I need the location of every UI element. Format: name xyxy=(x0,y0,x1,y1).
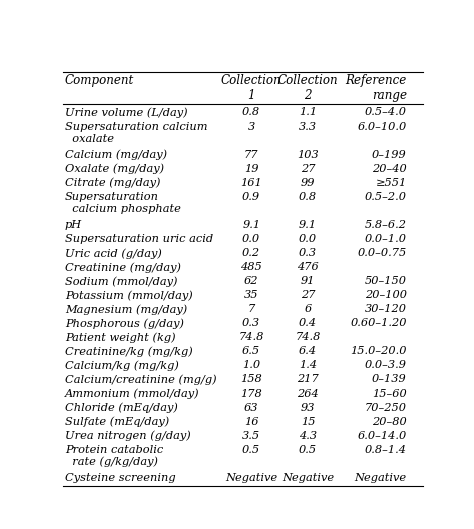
Text: Reference
range: Reference range xyxy=(346,74,407,102)
Text: Cysteine screening: Cysteine screening xyxy=(65,473,175,483)
Text: 35: 35 xyxy=(244,290,258,300)
Text: Collection
1: Collection 1 xyxy=(221,74,282,102)
Text: 6.5: 6.5 xyxy=(242,346,260,357)
Text: Patient weight (kg): Patient weight (kg) xyxy=(65,332,175,343)
Text: Protein catabolic
  rate (g/kg/day): Protein catabolic rate (g/kg/day) xyxy=(65,445,163,468)
Text: Supersaturation calcium
  oxalate: Supersaturation calcium oxalate xyxy=(65,122,207,143)
Text: 476: 476 xyxy=(297,262,319,272)
Text: Creatinine/kg (mg/kg): Creatinine/kg (mg/kg) xyxy=(65,346,192,357)
Text: 99: 99 xyxy=(301,178,315,188)
Text: 4.3: 4.3 xyxy=(299,431,317,441)
Text: Supersaturation uric acid: Supersaturation uric acid xyxy=(65,234,213,244)
Text: 0.5–2.0: 0.5–2.0 xyxy=(365,192,407,202)
Text: 27: 27 xyxy=(301,290,315,300)
Text: 9.1: 9.1 xyxy=(242,220,260,230)
Text: Creatinine (mg/day): Creatinine (mg/day) xyxy=(65,262,181,272)
Text: 5.8–6.2: 5.8–6.2 xyxy=(365,220,407,230)
Text: Calcium/creatinine (mg/g): Calcium/creatinine (mg/g) xyxy=(65,375,217,385)
Text: 0.3: 0.3 xyxy=(242,318,260,329)
Text: 20–80: 20–80 xyxy=(372,417,407,426)
Text: 3.3: 3.3 xyxy=(299,122,317,132)
Text: 19: 19 xyxy=(244,163,258,174)
Text: Oxalate (mg/day): Oxalate (mg/day) xyxy=(65,163,164,174)
Text: 27: 27 xyxy=(301,163,315,174)
Text: 0.3: 0.3 xyxy=(299,248,317,258)
Text: 50–150: 50–150 xyxy=(365,276,407,286)
Text: Negative: Negative xyxy=(225,473,277,483)
Text: 7: 7 xyxy=(247,304,255,314)
Text: 103: 103 xyxy=(297,150,319,160)
Text: Phosphorous (g/day): Phosphorous (g/day) xyxy=(65,318,184,329)
Text: 3: 3 xyxy=(247,122,255,132)
Text: 74.8: 74.8 xyxy=(238,332,264,342)
Text: Potassium (mmol/day): Potassium (mmol/day) xyxy=(65,290,192,300)
Text: 158: 158 xyxy=(240,375,262,385)
Text: Supersaturation
  calcium phosphate: Supersaturation calcium phosphate xyxy=(65,192,181,214)
Text: Uric acid (g/day): Uric acid (g/day) xyxy=(65,248,162,259)
Text: 264: 264 xyxy=(297,388,319,398)
Text: 15–60: 15–60 xyxy=(372,388,407,398)
Text: 485: 485 xyxy=(240,262,262,272)
Text: Urea nitrogen (g/day): Urea nitrogen (g/day) xyxy=(65,431,191,441)
Text: 0.8: 0.8 xyxy=(242,107,260,117)
Text: 0.60–1.20: 0.60–1.20 xyxy=(350,318,407,329)
Text: Sodium (mmol/day): Sodium (mmol/day) xyxy=(65,276,177,287)
Text: 3.5: 3.5 xyxy=(242,431,260,441)
Text: 0.9: 0.9 xyxy=(242,192,260,202)
Text: 0–139: 0–139 xyxy=(372,375,407,385)
Text: 6.0–10.0: 6.0–10.0 xyxy=(357,122,407,132)
Text: 0.2: 0.2 xyxy=(242,248,260,258)
Text: 15.0–20.0: 15.0–20.0 xyxy=(350,346,407,357)
Text: 0.0–1.0: 0.0–1.0 xyxy=(365,234,407,244)
Text: Calcium/kg (mg/kg): Calcium/kg (mg/kg) xyxy=(65,360,179,371)
Text: 0.0: 0.0 xyxy=(299,234,317,244)
Text: 16: 16 xyxy=(244,417,258,426)
Text: 20–100: 20–100 xyxy=(365,290,407,300)
Text: Component: Component xyxy=(65,74,134,87)
Text: 1.4: 1.4 xyxy=(299,360,317,370)
Text: 62: 62 xyxy=(244,276,258,286)
Text: Calcium (mg/day): Calcium (mg/day) xyxy=(65,150,167,160)
Text: Collection
2: Collection 2 xyxy=(278,74,338,102)
Text: 6.0–14.0: 6.0–14.0 xyxy=(357,431,407,441)
Text: 0.0–0.75: 0.0–0.75 xyxy=(357,248,407,258)
Text: 161: 161 xyxy=(240,178,262,188)
Text: 74.8: 74.8 xyxy=(295,332,321,342)
Text: 77: 77 xyxy=(244,150,258,160)
Text: 0.5: 0.5 xyxy=(242,445,260,455)
Text: 0.8: 0.8 xyxy=(299,192,317,202)
Text: Sulfate (mEq/day): Sulfate (mEq/day) xyxy=(65,417,169,427)
Text: Ammonium (mmol/day): Ammonium (mmol/day) xyxy=(65,388,200,399)
Text: pH: pH xyxy=(65,220,82,230)
Text: 217: 217 xyxy=(297,375,319,385)
Text: Citrate (mg/day): Citrate (mg/day) xyxy=(65,178,160,188)
Text: Chloride (mEq/day): Chloride (mEq/day) xyxy=(65,403,178,413)
Text: 30–120: 30–120 xyxy=(365,304,407,314)
Text: 6.4: 6.4 xyxy=(299,346,317,357)
Text: 70–250: 70–250 xyxy=(365,403,407,413)
Text: 0.0–3.9: 0.0–3.9 xyxy=(365,360,407,370)
Text: Urine volume (L/day): Urine volume (L/day) xyxy=(65,107,187,118)
Text: 0–199: 0–199 xyxy=(372,150,407,160)
Text: 0.5–4.0: 0.5–4.0 xyxy=(365,107,407,117)
Text: 20–40: 20–40 xyxy=(372,163,407,174)
Text: 9.1: 9.1 xyxy=(299,220,317,230)
Text: 91: 91 xyxy=(301,276,315,286)
Text: 0.8–1.4: 0.8–1.4 xyxy=(365,445,407,455)
Text: 6: 6 xyxy=(304,304,312,314)
Text: 93: 93 xyxy=(301,403,315,413)
Text: 63: 63 xyxy=(244,403,258,413)
Text: 15: 15 xyxy=(301,417,315,426)
Text: 0.5: 0.5 xyxy=(299,445,317,455)
Text: 178: 178 xyxy=(240,388,262,398)
Text: 1.1: 1.1 xyxy=(299,107,317,117)
Text: Magnesium (mg/day): Magnesium (mg/day) xyxy=(65,304,187,315)
Text: 0.4: 0.4 xyxy=(299,318,317,329)
Text: Negative: Negative xyxy=(355,473,407,483)
Text: Negative: Negative xyxy=(282,473,334,483)
Text: 1.0: 1.0 xyxy=(242,360,260,370)
Text: ≥551: ≥551 xyxy=(375,178,407,188)
Text: 0.0: 0.0 xyxy=(242,234,260,244)
